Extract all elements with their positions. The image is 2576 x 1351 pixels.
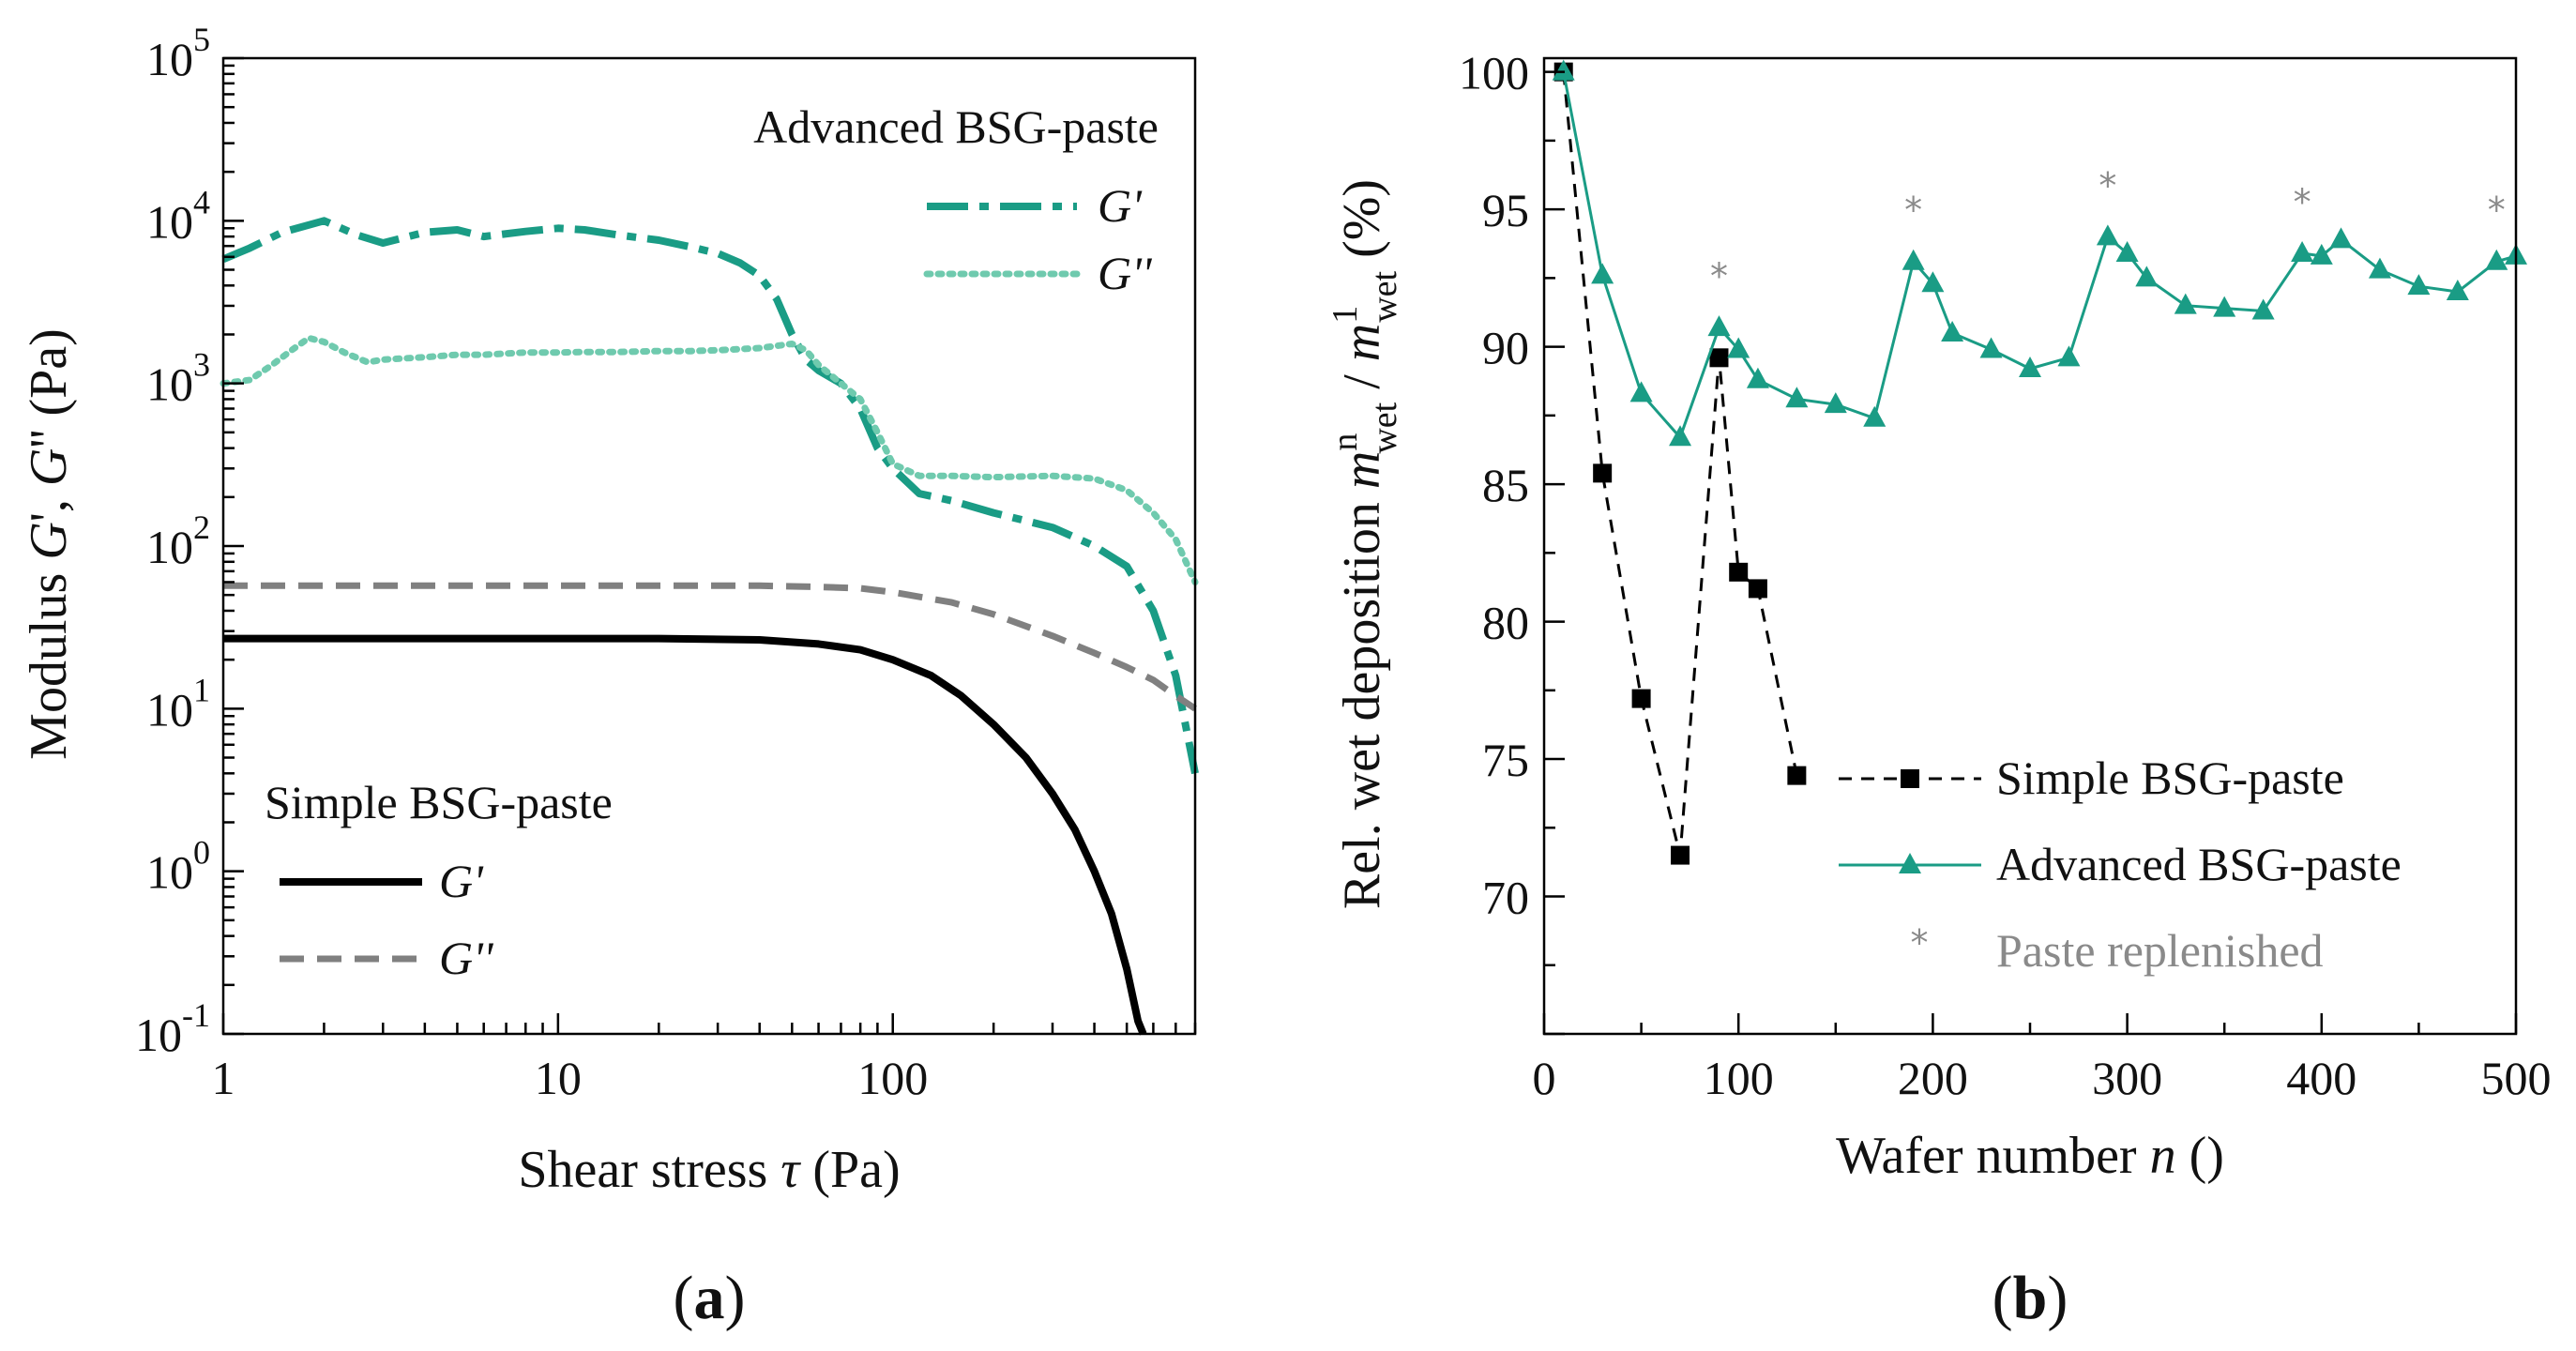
panel-b-x-tick-label: 200 [1898,1052,1968,1104]
panel-b-axis-ticks: 0 100 200 300 400 500 70 75 80 85 90 95 100 [1459,47,2552,1104]
panel-b-x-tick-label: 100 [1704,1052,1774,1104]
data-point-advanced [1707,315,1731,337]
panel-b-y-tick-label: 70 [1482,872,1529,924]
data-point-simple [1787,766,1807,785]
data-point-advanced [1863,405,1887,427]
data-point-advanced [2446,280,2469,301]
panel-a-y-tick-label: 101 [146,671,210,736]
legend-simple-g1-label: G' [439,855,484,907]
panel-a-legend-simple: Simple BSG-paste G' G'' [265,776,613,984]
panel-a-y-tick-label: 104 [146,183,210,248]
data-point-advanced [2310,243,2333,265]
data-point-advanced [2407,274,2431,296]
data-point-advanced [2368,257,2391,279]
legend-advanced-marker [1899,853,1921,873]
data-point-advanced [2096,224,2119,246]
data-point-replenished: * [2294,181,2311,222]
legend-advanced-g2-label: G'' [1098,247,1153,299]
data-point-advanced [2291,241,2314,262]
data-point-simple [1729,562,1749,582]
panel-a-y-tick-label: 10-1 [135,996,210,1061]
panel-a-x-axis-label: Shear stress τ (Pa) [518,1141,900,1199]
panel-b-caption: (b) [1993,1264,2068,1332]
panel-a-axis-ticks: 1 10 100 10-1 100 101 102 103 104 105 [135,21,1197,1104]
panel-a-y-tick-label: 102 [146,509,210,573]
legend-simple-g2-label: G'' [439,932,494,984]
panel-b-x-axis-label: Wafer number n () [1836,1127,2224,1185]
series-line-a-0 [221,217,1199,775]
legend-advanced-g1-label: G' [1098,179,1143,232]
panel-a-y-tick-label: 105 [146,21,210,85]
panel-a-series-layer [220,217,1199,1036]
data-point-advanced [1552,59,1575,81]
panel-b-x-tick-label: 0 [1533,1052,1556,1104]
panel-b-y-tick-label: 90 [1482,322,1529,374]
data-point-advanced [2135,266,2159,287]
panel-b-y-tick-label: 95 [1482,184,1529,236]
panel-b-y-tick-label: 80 [1482,597,1529,649]
data-point-replenished: * [2099,165,2116,206]
data-point-advanced [1785,387,1809,408]
panel-a-legend-advanced: Advanced BSG-paste G' G'' [753,100,1159,299]
data-point-advanced [1629,381,1653,402]
panel-a-y-axis-label: Modulus G', G'' (Pa) [20,328,78,760]
series-line-a-2 [223,634,1147,1036]
panel-b-y-axis-label: Rel. wet deposition mnwet / m1wet (%) [1326,179,1404,909]
legend-advanced-title: Advanced BSG-paste [753,100,1159,153]
panel-b-y-tick-label: 75 [1482,734,1529,786]
panel-b-x-tick-label: 500 [2481,1052,2552,1104]
series-line-a-1 [220,334,1199,585]
panel-b-x-tick-label: 400 [2286,1052,2356,1104]
panel-a-x-tick-label: 100 [857,1052,928,1104]
data-point-replenished: * [1710,255,1728,296]
panel-b-legend: Simple BSG-paste Advanced BSG-paste * Pa… [1839,751,2402,977]
panel-b-series-layer: * * * * * [1552,59,2527,865]
panel-a-y-tick-label: 100 [146,834,210,899]
data-point-advanced [1727,337,1750,358]
data-point-advanced [1979,337,2003,358]
data-point-advanced [2115,241,2139,262]
data-point-advanced [1669,425,1692,447]
data-point-advanced [1941,320,1964,342]
legend-replenished-label: Paste replenished [1996,924,2324,977]
data-point-advanced [2057,345,2081,367]
legend-simple-label: Simple BSG-paste [1996,751,2344,804]
panel-a-x-tick-label: 10 [535,1052,582,1104]
data-point-advanced [1902,249,1925,270]
data-point-advanced [1591,263,1614,284]
data-point-replenished: * [2488,190,2506,231]
data-point-advanced [1921,271,1945,293]
data-point-replenished: * [1904,190,1922,231]
data-point-advanced [2329,227,2353,249]
panel-b-line-chart: * * * * * 0 100 200 300 400 500 70 75 80 85 90 95 100 Re… [1326,47,2552,1332]
panel-b-x-tick-label: 300 [2092,1052,2162,1104]
series-line-b-0 [1562,71,1798,856]
legend-advanced-label: Advanced BSG-paste [1996,838,2402,890]
data-point-advanced [1824,392,1847,414]
legend-simple-marker [1901,769,1919,788]
legend-replenished-marker: * [1911,922,1929,964]
series-line-a-3 [223,582,1197,712]
panel-a-caption: (a) [674,1264,746,1332]
panel-a-plot-frame [221,56,1197,1036]
data-point-advanced [2019,357,2041,378]
data-point-simple [1709,348,1729,368]
data-point-simple [1748,579,1767,599]
panel-a-log-chart: 1 10 100 10-1 100 101 102 103 104 105 Modulus G',… [20,21,1199,1332]
data-point-simple [1593,463,1613,483]
panel-b-y-tick-label: 100 [1459,47,1529,99]
data-point-simple [1631,689,1651,708]
data-point-advanced [2213,296,2236,317]
data-point-advanced [2485,249,2508,270]
data-point-simple [1671,845,1690,865]
series-line-b-1 [1562,71,2517,441]
data-point-advanced [2251,298,2275,320]
panel-b-y-tick-label: 85 [1482,459,1529,511]
panel-a-x-tick-label: 1 [212,1052,235,1104]
data-point-advanced [2174,293,2197,314]
data-point-advanced [1746,367,1769,388]
panel-a-y-tick-label: 103 [146,346,210,411]
legend-simple-title: Simple BSG-paste [265,776,613,828]
